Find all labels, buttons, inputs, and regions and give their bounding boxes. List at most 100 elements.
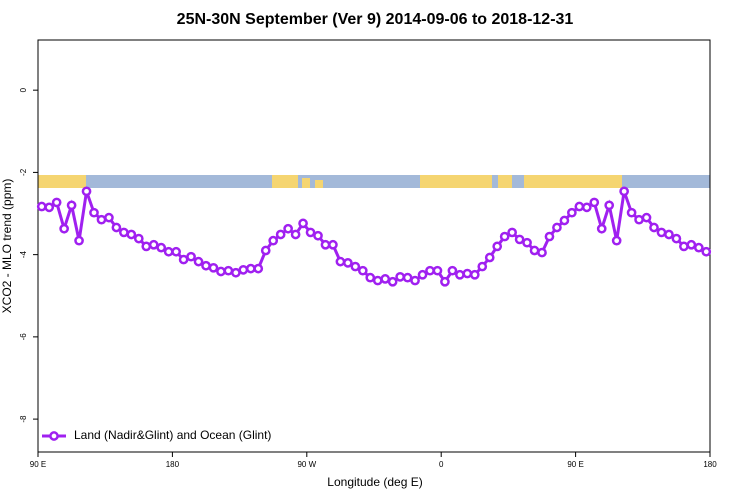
data-point xyxy=(559,215,570,226)
x-tick-label: 90 E xyxy=(30,460,46,469)
land-band xyxy=(524,175,622,188)
y-tick-label: -6 xyxy=(19,333,28,341)
data-point xyxy=(126,229,137,240)
data-point xyxy=(544,231,555,242)
land-band xyxy=(302,178,310,188)
land-band xyxy=(272,175,298,188)
data-point xyxy=(701,246,712,257)
data-point xyxy=(51,197,62,208)
data-point xyxy=(619,186,629,197)
data-point xyxy=(693,242,704,253)
data-point xyxy=(552,222,562,233)
x-axis-label: Longitude (deg E) xyxy=(327,475,422,489)
data-point xyxy=(66,200,77,211)
data-point xyxy=(455,269,465,280)
data-point xyxy=(372,275,383,286)
data-point xyxy=(611,235,622,246)
data-point xyxy=(589,197,600,208)
x-tick-label: 90 W xyxy=(297,460,316,469)
data-point xyxy=(686,239,697,250)
data-point xyxy=(343,258,353,268)
data-point xyxy=(313,230,323,241)
data-point xyxy=(671,233,682,244)
data-point xyxy=(208,262,219,273)
legend-marker xyxy=(49,431,59,441)
data-point xyxy=(634,214,644,225)
data-point xyxy=(567,207,577,218)
data-point xyxy=(290,229,301,240)
data-point xyxy=(537,247,547,258)
land-band xyxy=(315,180,323,188)
y-tick-label: 0 xyxy=(19,87,28,92)
data-point xyxy=(231,267,241,278)
data-point xyxy=(395,271,405,282)
data-point xyxy=(81,186,92,197)
data-point xyxy=(417,269,428,280)
data-point xyxy=(402,272,413,283)
data-point xyxy=(679,241,689,252)
data-point xyxy=(163,246,174,257)
data-point xyxy=(604,200,615,211)
data-point xyxy=(59,223,69,234)
land-ocean-band xyxy=(38,175,710,188)
y-tick-label: -4 xyxy=(19,251,28,259)
x-tick-label: 90 E xyxy=(567,460,583,469)
plot-frame xyxy=(37,39,711,453)
data-point xyxy=(365,272,376,283)
data-point xyxy=(649,222,659,233)
data-point xyxy=(171,246,181,257)
data-point xyxy=(432,265,443,276)
x-tick-label: 180 xyxy=(166,460,180,469)
data-point xyxy=(410,275,420,286)
data-point xyxy=(462,268,473,279)
data-point xyxy=(656,227,667,238)
data-point xyxy=(507,227,517,238)
data-point xyxy=(111,222,122,233)
data-point xyxy=(469,269,480,280)
data-point xyxy=(664,229,674,240)
data-point xyxy=(320,239,331,250)
data-point xyxy=(514,234,525,245)
data-point xyxy=(253,263,264,274)
data-point xyxy=(522,237,532,248)
data-point xyxy=(350,261,361,272)
data-point xyxy=(447,265,458,276)
data-point xyxy=(268,235,279,246)
data-point xyxy=(298,218,308,229)
data-point xyxy=(328,239,338,250)
y-tick-label: -2 xyxy=(19,168,28,176)
land-band xyxy=(420,175,492,188)
data-point xyxy=(387,276,398,287)
data-point xyxy=(357,265,368,276)
data-point xyxy=(96,214,107,225)
data-point xyxy=(44,202,55,213)
legend-label: Land (Nadir&Glint) and Ocean (Glint) xyxy=(74,428,271,442)
y-tick-label: -8 xyxy=(19,415,28,423)
data-point xyxy=(201,260,211,271)
data-point xyxy=(178,254,189,265)
data-point xyxy=(275,229,286,240)
land-band xyxy=(38,175,86,188)
data-point xyxy=(186,251,196,262)
data-point xyxy=(305,227,316,238)
data-point xyxy=(89,207,99,218)
data-point xyxy=(238,264,249,275)
x-tick-label: 180 xyxy=(703,460,717,469)
data-point xyxy=(216,266,226,277)
data-point xyxy=(492,241,503,252)
x-tick-label: 0 xyxy=(439,460,444,469)
data-point xyxy=(74,235,84,246)
data-point xyxy=(484,252,495,263)
data-point xyxy=(156,242,167,253)
data-point xyxy=(119,227,129,238)
data-point xyxy=(283,223,293,234)
data-point xyxy=(380,274,391,284)
data-point xyxy=(335,256,346,267)
data-point xyxy=(36,201,47,212)
data-point xyxy=(574,201,585,212)
data-point xyxy=(260,245,271,256)
data-point xyxy=(626,207,637,218)
data-point xyxy=(596,223,607,234)
data-point xyxy=(529,245,540,256)
